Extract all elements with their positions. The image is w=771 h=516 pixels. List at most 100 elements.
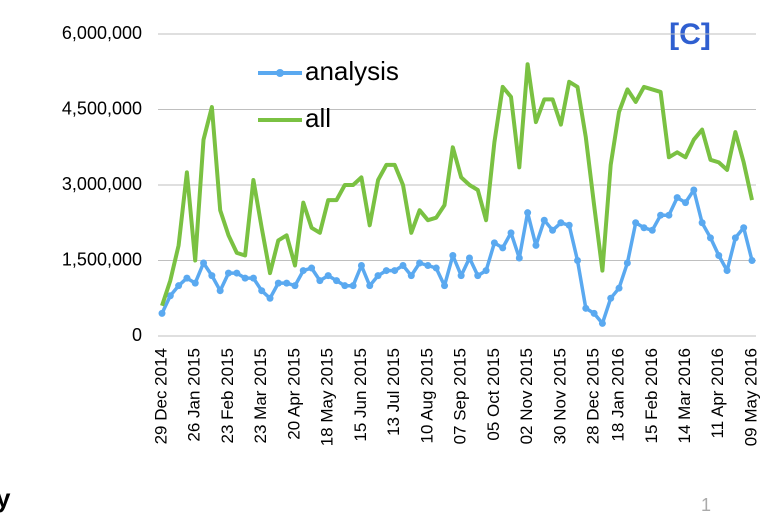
series-marker	[465, 254, 473, 262]
series-marker	[424, 262, 432, 270]
series-marker	[515, 254, 523, 262]
series-marker	[333, 277, 341, 285]
legend-label: analysis	[305, 56, 399, 86]
series-marker	[357, 262, 365, 270]
series-marker	[474, 272, 482, 280]
series-marker	[299, 267, 307, 275]
series-marker	[723, 267, 731, 275]
series-marker	[598, 319, 606, 327]
series-marker	[657, 211, 665, 219]
series-marker	[457, 272, 465, 280]
x-tick-label: 10 Aug 2015	[417, 348, 436, 443]
series-marker	[183, 274, 191, 282]
page-number: 1	[701, 495, 711, 515]
series-marker	[665, 211, 673, 219]
series-marker	[623, 259, 631, 267]
series-marker	[432, 264, 440, 272]
series-marker	[224, 269, 232, 277]
y-tick-label: 3,000,000	[62, 174, 142, 194]
series-marker	[283, 279, 291, 287]
series-marker	[441, 282, 449, 290]
series-marker	[324, 272, 332, 280]
series-marker	[648, 226, 656, 234]
series-marker	[316, 277, 324, 285]
series-marker	[698, 219, 706, 227]
series-marker	[158, 309, 166, 317]
series-marker	[706, 234, 714, 242]
series-marker	[731, 234, 739, 242]
series-marker	[374, 272, 382, 280]
series-marker	[407, 272, 415, 280]
x-tick-label: 02 Nov 2015	[517, 348, 536, 444]
x-tick-label: 28 Dec 2015	[584, 348, 603, 444]
series-marker	[682, 199, 690, 207]
y-tick-label: 1,500,000	[62, 249, 142, 269]
series-marker	[382, 267, 390, 275]
series-marker	[673, 194, 681, 202]
x-tick-label: 18 Jan 2016	[609, 348, 628, 442]
series-marker	[715, 251, 723, 259]
legend-label: all	[305, 103, 331, 133]
x-tick-label: 30 Nov 2015	[550, 348, 569, 444]
x-tick-label: 05 Oct 2015	[484, 348, 503, 441]
series-marker	[266, 294, 274, 302]
series-marker	[582, 304, 590, 312]
series-marker	[507, 229, 515, 237]
series-marker	[416, 259, 424, 267]
series-marker	[399, 262, 407, 270]
x-tick-label: 14 Mar 2016	[675, 348, 694, 443]
series-marker	[258, 287, 266, 295]
series-marker	[607, 294, 615, 302]
x-tick-label: 15 Jun 2015	[351, 348, 370, 442]
series-line	[160, 62, 754, 307]
series-marker	[615, 284, 623, 292]
x-tick-label: 15 Feb 2016	[642, 348, 661, 443]
series-marker	[166, 292, 174, 300]
series-marker	[274, 279, 282, 287]
y-tick-label: 4,500,000	[62, 98, 142, 118]
series-marker	[175, 282, 183, 290]
series-marker	[233, 269, 241, 277]
series-marker	[690, 186, 698, 194]
x-tick-label: 11 Apr 2016	[708, 348, 727, 438]
series-marker	[748, 257, 756, 264]
series-marker	[449, 251, 457, 259]
series-marker	[557, 219, 565, 227]
series-marker	[349, 282, 357, 290]
series-marker	[216, 287, 224, 295]
series-marker	[241, 274, 249, 282]
legend-marker	[276, 69, 284, 77]
series-marker	[191, 279, 199, 287]
series-marker	[200, 259, 208, 267]
x-tick-label: 23 Feb 2015	[218, 348, 237, 443]
x-tick-label: 29 Dec 2014	[151, 348, 170, 444]
series-marker	[532, 241, 540, 249]
x-tick-label: 20 Apr 2015	[284, 348, 303, 440]
series-marker	[549, 226, 557, 234]
y-tick-label: 6,000,000	[62, 23, 142, 43]
series-marker	[590, 309, 598, 317]
series-marker	[366, 282, 374, 290]
series-marker	[640, 224, 648, 232]
series-marker	[524, 209, 532, 217]
series-marker	[499, 244, 507, 252]
series-marker	[740, 224, 748, 232]
series-marker	[291, 282, 299, 290]
x-tick-label: 26 Jan 2015	[185, 348, 204, 442]
text-fragment: y	[0, 483, 11, 513]
x-tick-label: 07 Sep 2015	[451, 348, 470, 444]
series-marker	[308, 264, 316, 272]
series-marker	[540, 216, 548, 224]
x-tick-label: 09 May 2016	[741, 348, 760, 446]
series-marker	[632, 219, 640, 227]
series-marker	[208, 272, 216, 280]
series-marker	[341, 282, 349, 290]
x-tick-label: 13 Jul 2015	[384, 348, 403, 436]
series-marker	[490, 239, 498, 247]
x-tick-label: 18 May 2015	[318, 348, 337, 446]
series-marker	[249, 274, 257, 282]
series-marker	[573, 257, 581, 264]
series-marker	[482, 267, 490, 275]
